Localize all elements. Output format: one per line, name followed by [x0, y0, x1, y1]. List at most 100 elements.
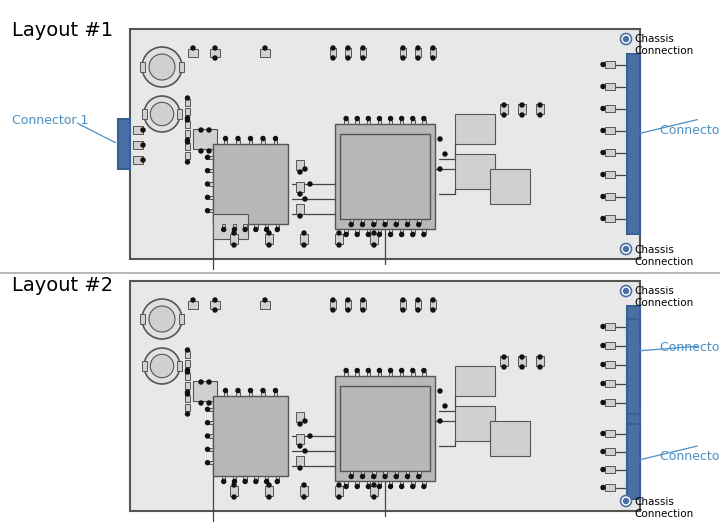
Circle shape	[422, 369, 426, 373]
Circle shape	[243, 227, 247, 232]
Bar	[213, 144, 288, 224]
Circle shape	[361, 298, 365, 302]
Circle shape	[298, 170, 302, 174]
Bar	[406, 471, 409, 475]
Bar	[296, 204, 304, 214]
Circle shape	[438, 167, 442, 171]
Circle shape	[267, 495, 271, 499]
Bar	[344, 481, 348, 485]
Circle shape	[308, 434, 312, 438]
Bar	[209, 156, 213, 159]
Circle shape	[275, 479, 279, 484]
Bar	[536, 356, 544, 366]
Bar	[361, 471, 364, 475]
Circle shape	[361, 46, 365, 50]
Circle shape	[267, 243, 271, 247]
Circle shape	[520, 355, 524, 359]
Bar	[185, 143, 190, 150]
Bar	[140, 62, 145, 72]
Circle shape	[344, 233, 348, 236]
Bar	[209, 169, 213, 173]
Bar	[605, 448, 615, 455]
Circle shape	[337, 483, 341, 487]
Bar	[179, 314, 184, 324]
Circle shape	[431, 308, 435, 312]
Circle shape	[337, 231, 341, 235]
Circle shape	[298, 192, 302, 196]
Bar	[627, 306, 640, 486]
Bar	[345, 300, 351, 309]
Bar	[261, 392, 265, 396]
Circle shape	[186, 116, 189, 120]
Bar	[130, 29, 640, 259]
Circle shape	[205, 421, 210, 425]
Circle shape	[261, 136, 265, 141]
Circle shape	[502, 113, 506, 117]
Circle shape	[298, 422, 302, 426]
Bar	[490, 169, 530, 204]
Bar	[185, 152, 190, 159]
Circle shape	[233, 227, 236, 232]
Circle shape	[199, 401, 203, 405]
Bar	[455, 154, 495, 189]
Bar	[265, 224, 269, 228]
Circle shape	[213, 298, 217, 302]
Circle shape	[205, 434, 210, 438]
Circle shape	[298, 214, 302, 218]
Circle shape	[601, 450, 605, 453]
Circle shape	[186, 392, 189, 396]
Bar	[422, 229, 426, 233]
Circle shape	[302, 243, 306, 247]
Circle shape	[624, 37, 629, 41]
Bar	[500, 104, 508, 114]
Circle shape	[601, 363, 605, 366]
Circle shape	[344, 116, 348, 121]
Bar	[344, 372, 348, 376]
Circle shape	[205, 169, 210, 173]
Circle shape	[538, 355, 542, 359]
Circle shape	[405, 475, 410, 478]
Circle shape	[213, 46, 217, 50]
Circle shape	[411, 116, 415, 121]
Bar	[627, 306, 640, 486]
Circle shape	[344, 369, 348, 373]
Text: Layout #2: Layout #2	[12, 276, 113, 295]
Bar	[411, 481, 415, 485]
Circle shape	[186, 370, 189, 374]
Circle shape	[213, 56, 217, 60]
Bar	[605, 323, 615, 330]
Circle shape	[601, 324, 605, 329]
Circle shape	[361, 222, 364, 227]
Circle shape	[303, 167, 307, 171]
Circle shape	[601, 63, 605, 66]
Circle shape	[205, 195, 210, 199]
Bar	[605, 484, 615, 491]
Bar	[188, 49, 198, 57]
Bar	[185, 404, 190, 411]
Bar	[335, 124, 435, 229]
Circle shape	[416, 298, 420, 302]
Bar	[366, 229, 370, 233]
Bar	[177, 361, 182, 371]
Bar	[366, 481, 370, 485]
Circle shape	[205, 182, 210, 186]
Circle shape	[431, 46, 435, 50]
Circle shape	[372, 243, 376, 247]
Circle shape	[411, 369, 415, 373]
Bar	[378, 481, 381, 485]
Circle shape	[438, 389, 442, 393]
Bar	[349, 471, 353, 475]
Circle shape	[261, 389, 265, 392]
Circle shape	[377, 484, 382, 489]
Bar	[370, 234, 378, 244]
Bar	[360, 300, 366, 309]
Text: Connector 1: Connector 1	[12, 114, 89, 127]
Circle shape	[308, 182, 312, 186]
Circle shape	[624, 288, 629, 294]
Circle shape	[349, 222, 354, 227]
Circle shape	[331, 46, 335, 50]
Bar	[605, 83, 615, 90]
Bar	[455, 114, 495, 144]
Circle shape	[389, 233, 392, 236]
Circle shape	[372, 222, 376, 227]
